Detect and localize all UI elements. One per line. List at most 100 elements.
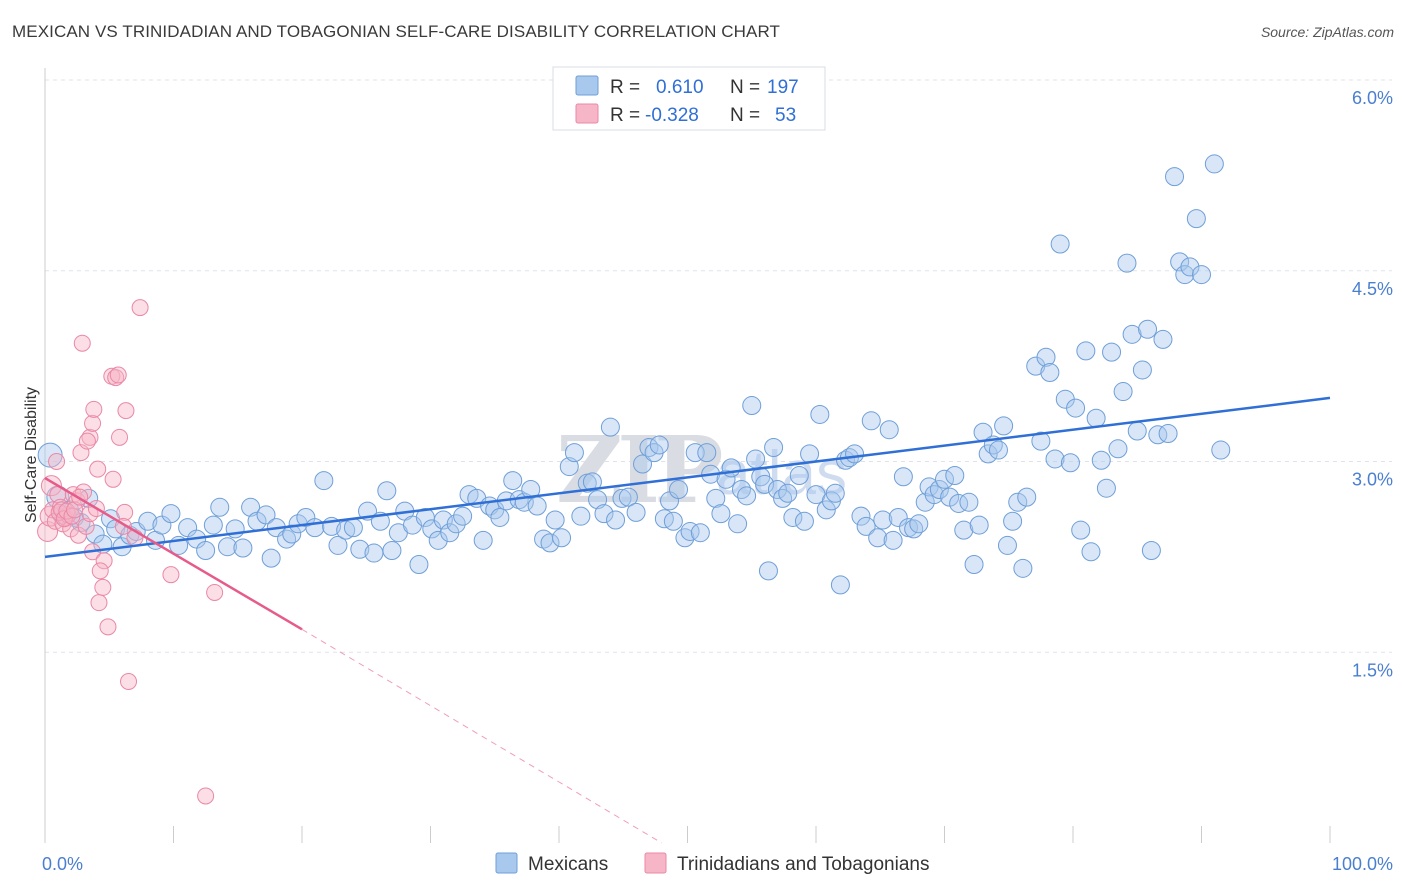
mexicans-point xyxy=(1071,520,1091,540)
mexicans-point xyxy=(1036,347,1056,367)
mexicans-point xyxy=(888,507,908,527)
trinidadians-point xyxy=(99,618,117,636)
mexicans-point xyxy=(924,485,944,505)
mexicans-point xyxy=(1211,440,1231,460)
mexicans-point xyxy=(1008,492,1028,512)
mexicans-point xyxy=(969,515,989,535)
mexicans-point xyxy=(161,504,181,524)
mexicans-point xyxy=(697,443,717,463)
mexicans-point xyxy=(711,504,731,524)
trinidadians-point xyxy=(90,594,108,612)
mexicans-point xyxy=(527,496,547,516)
mexicans-point xyxy=(959,492,979,512)
mexicans-point xyxy=(935,469,954,489)
mexicans-point xyxy=(954,520,974,540)
mexicans-point xyxy=(988,440,1008,460)
mexicans-point xyxy=(138,511,158,531)
grid-lines xyxy=(45,79,1392,653)
watermark: ZIP xyxy=(556,416,721,524)
mexicans-point xyxy=(794,511,814,531)
mexicans-point xyxy=(1132,360,1152,380)
mexicans-point xyxy=(830,575,850,595)
mexicans-point xyxy=(929,479,949,499)
trinidadians-point xyxy=(73,334,91,352)
mexicans-point xyxy=(845,444,865,464)
trinidadians-trend-extension xyxy=(301,628,663,844)
mexicans-point xyxy=(1117,253,1137,273)
trinidadians-point xyxy=(77,517,95,535)
mexicans-point xyxy=(433,510,453,530)
mexicans-point xyxy=(1081,542,1101,562)
mexicans-point xyxy=(600,417,620,437)
mexicans-point xyxy=(314,471,334,491)
trinidadians-point xyxy=(111,428,129,446)
mexicans-point xyxy=(731,479,751,499)
mexicans-point xyxy=(883,530,903,550)
trinidadians-n-label: N = xyxy=(730,105,760,126)
trinidadians-point xyxy=(116,503,134,521)
mexicans-point xyxy=(1204,154,1224,174)
mexicans-point xyxy=(241,497,261,517)
mexicans-point xyxy=(746,449,766,469)
mexicans-point xyxy=(685,443,705,463)
mexicans-point xyxy=(949,493,969,513)
trinidadians-point xyxy=(91,562,109,580)
trinidadians-point xyxy=(109,366,127,384)
mexicans-point xyxy=(690,523,710,543)
mexicans-point xyxy=(800,444,820,464)
trinidadians-point xyxy=(131,299,149,317)
mexicans-point xyxy=(675,528,695,548)
trinidadians-trend-line xyxy=(44,476,303,631)
mexicans-point xyxy=(1076,341,1096,361)
mexicans-point xyxy=(909,514,929,534)
mexicans-r-value: 0.610 xyxy=(656,77,704,98)
mexicans-point xyxy=(778,483,798,503)
trinidadians-n-value: 53 xyxy=(775,105,796,126)
mexicans-point xyxy=(409,555,429,575)
mexicans-point xyxy=(767,479,787,499)
mexicans-point xyxy=(277,529,297,549)
mexicans-point xyxy=(945,465,965,485)
mexicans-point xyxy=(861,411,881,431)
legend: Mexicans Trinidadians and Tobagonians xyxy=(495,852,929,875)
mexicans-point xyxy=(521,479,541,499)
mexicans-point xyxy=(1180,257,1200,277)
mexicans-point xyxy=(571,506,591,526)
mexicans-point xyxy=(256,505,276,525)
mexicans-point xyxy=(261,548,281,568)
legend-mexicans-swatch-icon xyxy=(495,852,518,874)
trinidadians-point xyxy=(94,578,112,596)
mexicans-point xyxy=(1170,252,1190,272)
trinidadians-point xyxy=(120,672,138,690)
trinidadians-point xyxy=(206,583,224,601)
mexicans-point xyxy=(764,438,784,458)
trinidadians-point xyxy=(84,414,102,432)
mexicans-point xyxy=(851,506,871,526)
mexicans-point xyxy=(1108,439,1128,459)
mexicans-point xyxy=(1192,265,1211,285)
mexicans-point xyxy=(203,515,223,535)
y-tick-label-1: 3.0% xyxy=(1352,470,1393,490)
mexicans-point xyxy=(582,472,602,492)
mexicans-point xyxy=(663,511,683,531)
y-axis-title: Self-Care Disability xyxy=(23,387,40,523)
mexicans-point xyxy=(742,396,762,416)
mexicans-point xyxy=(364,543,384,563)
mexicans-point xyxy=(1050,234,1070,254)
mexicans-point xyxy=(606,510,626,530)
mexicans-point xyxy=(716,469,736,489)
mexicans-point xyxy=(1040,362,1060,382)
x-tick-label-1: 100.0% xyxy=(1332,854,1393,874)
trinidadians-points xyxy=(37,299,224,805)
mexicans-point xyxy=(626,502,646,522)
mexicans-point xyxy=(490,507,510,527)
mexicans-point xyxy=(737,486,757,506)
mexicans-point xyxy=(873,510,893,530)
mexicans-point xyxy=(649,435,669,455)
mexicans-point xyxy=(540,533,560,553)
mexicans-point xyxy=(1102,342,1122,362)
mexicans-point xyxy=(1153,329,1173,349)
mexicans-point xyxy=(773,488,793,508)
mexicans-point xyxy=(1127,421,1147,441)
mexicans-point xyxy=(978,444,998,464)
